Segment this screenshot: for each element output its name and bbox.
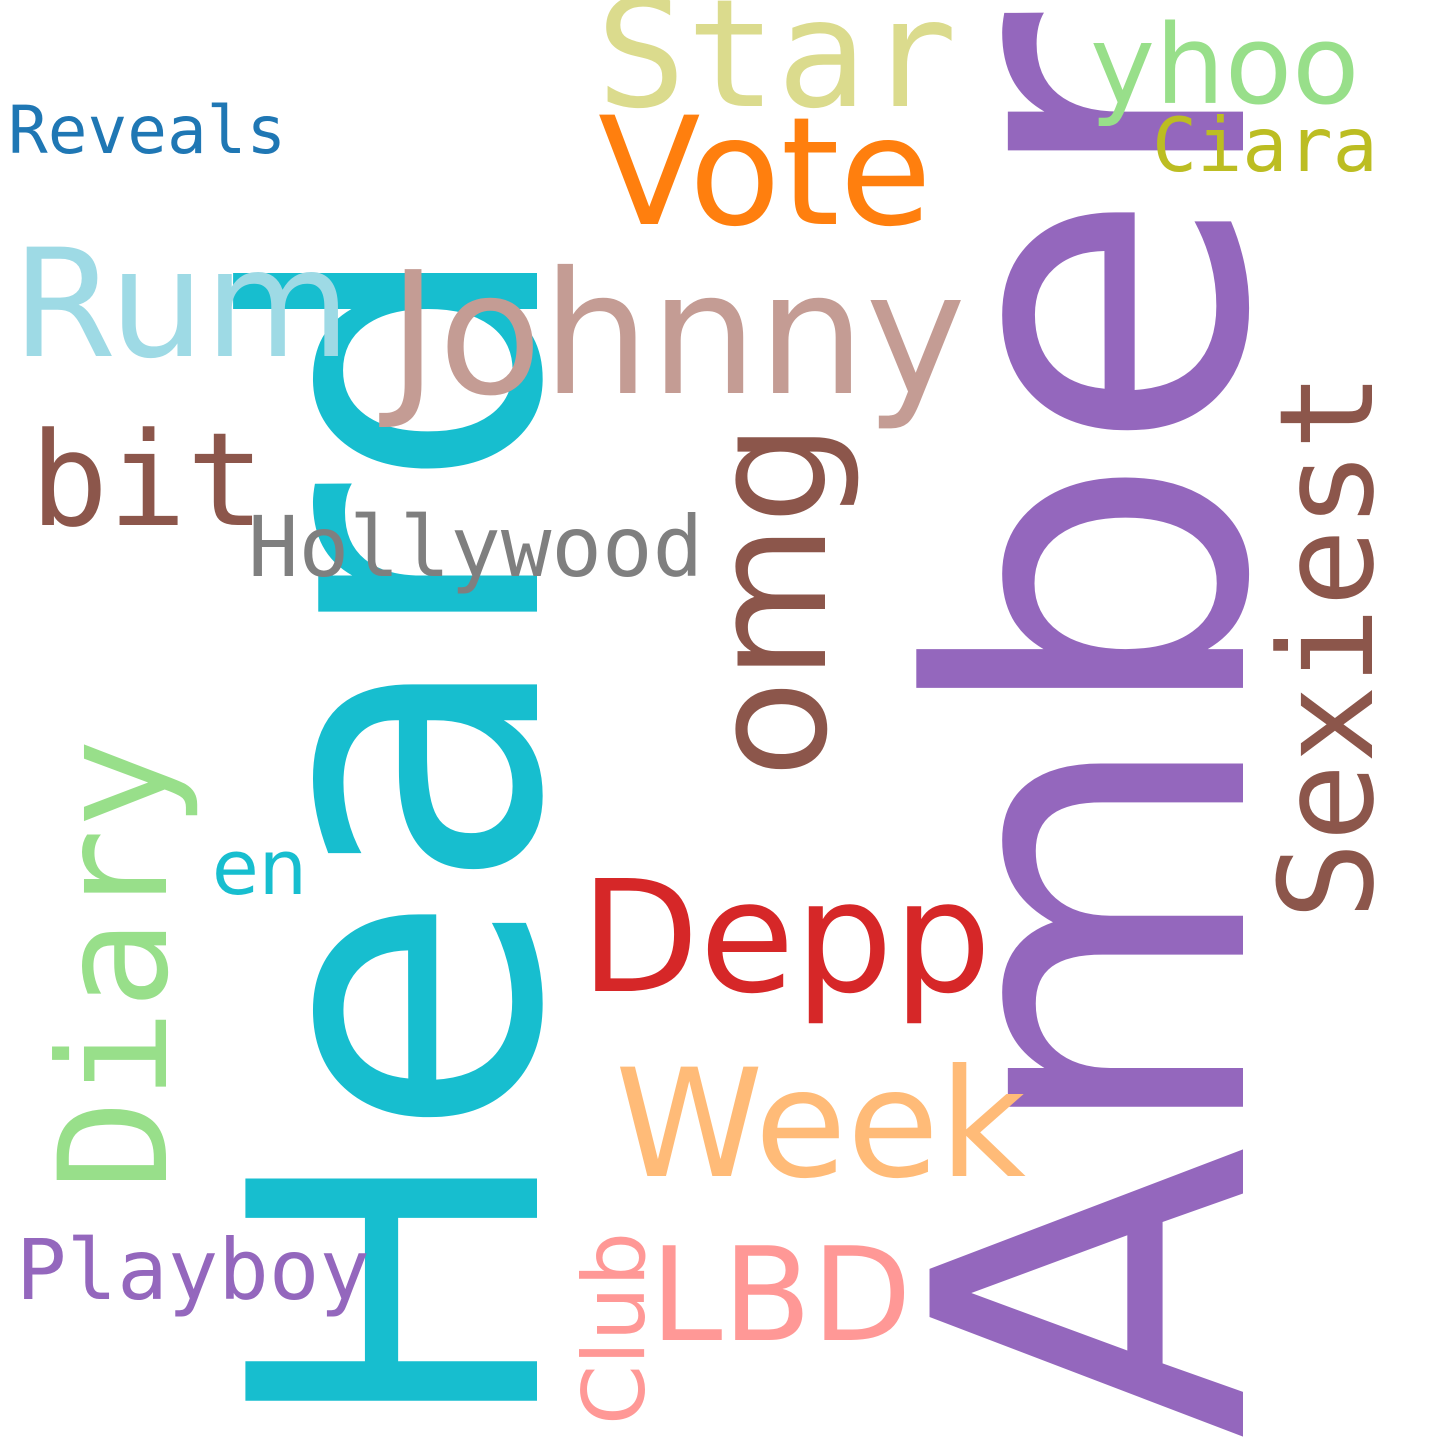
word-johnny: Johnny (388, 236, 966, 434)
word-bit: bit (30, 404, 265, 556)
word-en: en (212, 823, 307, 912)
word-diary: Diary (28, 738, 202, 1190)
word-yhoo: yhoo (1090, 1, 1360, 129)
word-lbd: LBD (650, 1219, 912, 1371)
word-amber: Amber (845, 12, 1345, 1440)
word-depp: Depp (580, 847, 992, 1028)
word-rum: Rum (12, 218, 351, 392)
word-hollywood: Hollywood (248, 498, 704, 596)
word-omg: omg (676, 422, 863, 778)
word-ciara: Ciara (1152, 101, 1378, 189)
word-star: Star (596, 0, 958, 142)
word-vote: Vote (598, 86, 932, 260)
word-playboy: Playboy (16, 1221, 371, 1319)
word-week: Week (615, 1038, 1026, 1212)
word-reveals: Reveals (8, 92, 287, 169)
word-sexiest: Sexiest (1251, 372, 1403, 920)
word-club: Club (565, 1231, 665, 1425)
